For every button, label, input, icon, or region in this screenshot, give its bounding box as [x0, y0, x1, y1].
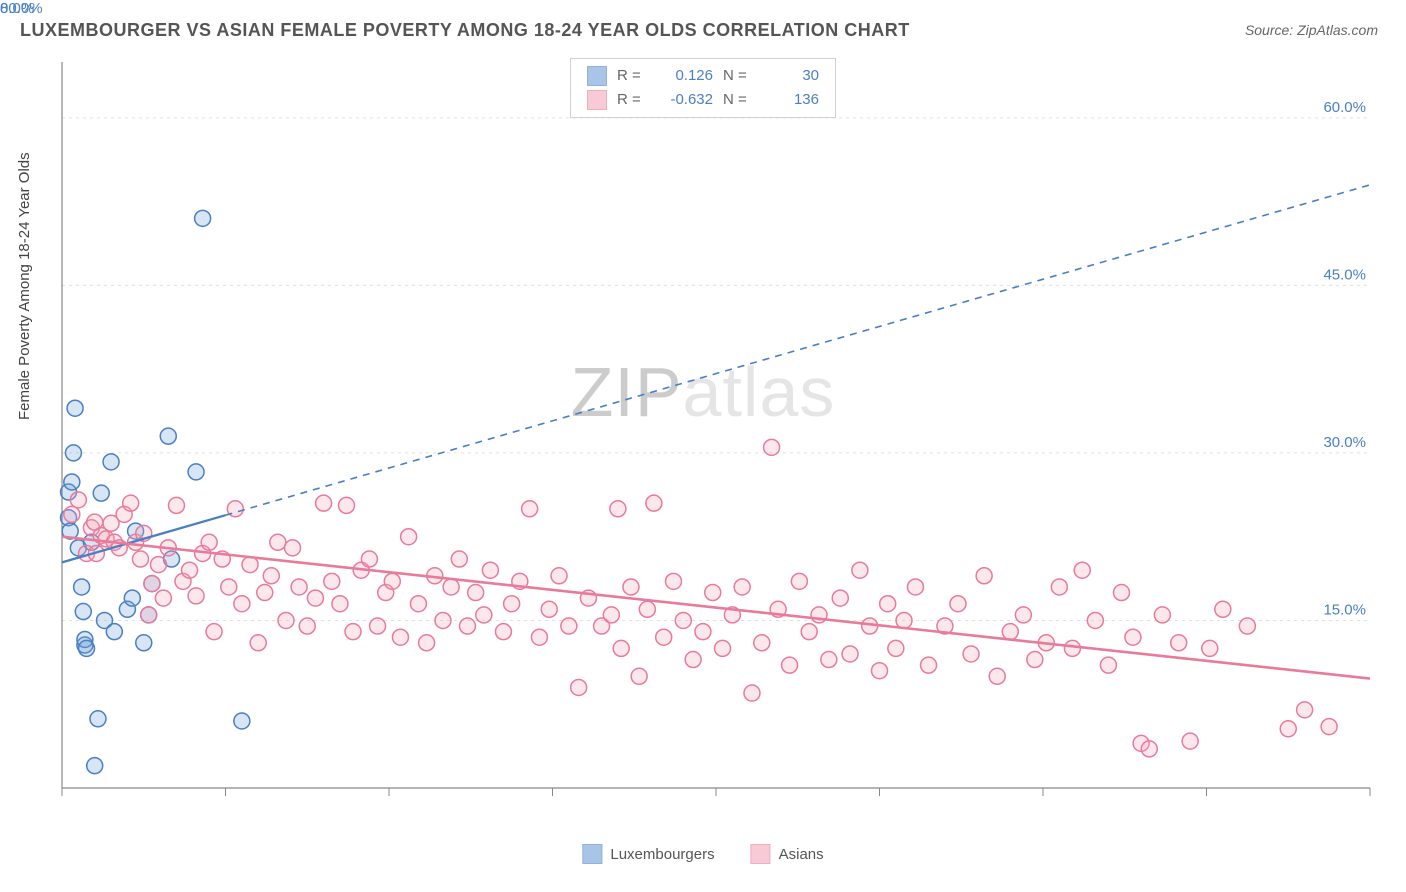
legend-label: Asians: [779, 846, 824, 863]
legend-swatch: [751, 844, 771, 864]
source-attribution: Source: ZipAtlas.com: [1245, 22, 1378, 38]
r-value: -0.632: [657, 88, 713, 112]
r-label: R =: [617, 88, 647, 112]
y-axis-label: Female Poverty Among 18-24 Year Olds: [16, 152, 33, 420]
legend-swatch: [587, 90, 607, 110]
svg-text:30.0%: 30.0%: [1323, 434, 1366, 451]
scatter-plot: 15.0% 30.0% 45.0% 60.0%: [56, 56, 1376, 828]
legend-item: Asians: [751, 844, 824, 864]
n-value: 30: [763, 64, 819, 88]
chart-title: LUXEMBOURGER VS ASIAN FEMALE POVERTY AMO…: [20, 20, 910, 41]
legend-swatch: [582, 844, 602, 864]
n-label: N =: [723, 88, 753, 112]
legend-label: Luxembourgers: [610, 846, 714, 863]
svg-text:60.0%: 60.0%: [1323, 99, 1366, 116]
legend-series: Luxembourgers Asians: [582, 844, 823, 864]
svg-text:45.0%: 45.0%: [1323, 266, 1366, 283]
r-label: R =: [617, 64, 647, 88]
n-label: N =: [723, 64, 753, 88]
legend-stats: R = 0.126 N = 30 R = -0.632 N = 136: [570, 58, 836, 118]
legend-item: Luxembourgers: [582, 844, 714, 864]
svg-text:15.0%: 15.0%: [1323, 601, 1366, 618]
legend-stats-row: R = -0.632 N = 136: [587, 88, 819, 112]
x-axis-max-label: 80.0%: [0, 0, 43, 17]
legend-stats-row: R = 0.126 N = 30: [587, 64, 819, 88]
legend-swatch: [587, 66, 607, 86]
r-value: 0.126: [657, 64, 713, 88]
n-value: 136: [763, 88, 819, 112]
